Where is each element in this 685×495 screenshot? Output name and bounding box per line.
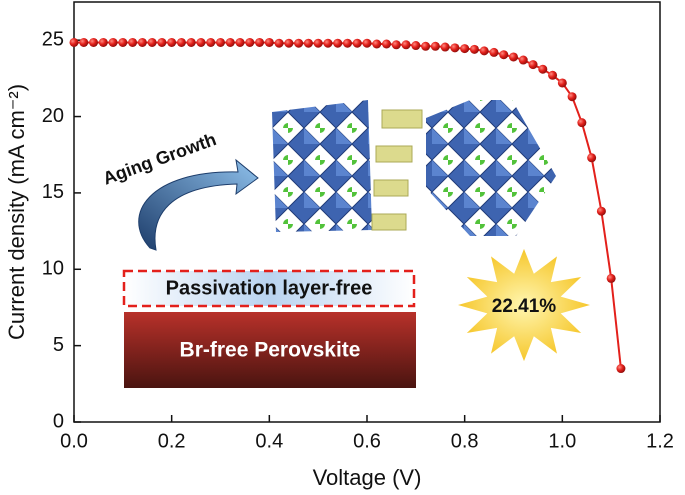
data-point (460, 44, 470, 54)
data-point (294, 38, 304, 48)
data-point (128, 37, 138, 47)
data-point (450, 43, 460, 53)
data-point (567, 92, 577, 102)
data-point (69, 37, 79, 47)
base-label: Br-free Perovskite (180, 339, 361, 362)
data-point (469, 44, 479, 54)
data-point (157, 37, 167, 47)
efficiency-label: 22.41% (492, 296, 557, 317)
perovskite-slab (272, 100, 372, 232)
perovskite-slab (426, 100, 556, 236)
data-point (538, 64, 548, 74)
y-axis-label: Current density (mA cm⁻²) (4, 84, 29, 340)
y-tick-label: 20 (42, 105, 64, 127)
data-point (89, 37, 99, 47)
y-tick-label: 15 (42, 181, 64, 203)
data-point (518, 55, 528, 65)
data-point (606, 273, 616, 283)
data-point (118, 37, 128, 47)
data-point (98, 37, 108, 47)
data-point (430, 41, 440, 51)
data-point (255, 37, 265, 47)
data-point (577, 118, 587, 128)
y-tick-label: 5 (53, 334, 64, 356)
aging-arrow (138, 158, 259, 251)
data-point (323, 38, 333, 48)
data-point (176, 37, 186, 47)
passivation-blocks (371, 109, 423, 231)
x-axis-label: Voltage (V) (313, 465, 422, 490)
data-point (274, 38, 284, 48)
data-point (108, 37, 118, 47)
layer-label: Passivation layer-free (166, 277, 373, 299)
data-point (499, 50, 509, 60)
x-tick-label: 0.0 (60, 430, 88, 452)
y-tick-label: 0 (53, 410, 64, 432)
perovskite-box (124, 312, 416, 388)
data-point (421, 41, 431, 51)
data-point (362, 38, 372, 48)
data-point (342, 38, 352, 48)
data-point (186, 37, 196, 47)
data-point (411, 41, 421, 51)
data-point (528, 60, 538, 70)
starburst (458, 248, 590, 362)
data-point (548, 70, 558, 80)
data-point (147, 37, 157, 47)
data-point (79, 37, 89, 47)
data-point (596, 206, 606, 216)
x-tick-label: 0.6 (353, 430, 381, 452)
data-point (284, 38, 294, 48)
data-point (235, 37, 245, 47)
data-point (313, 38, 323, 48)
data-point (401, 40, 411, 50)
passivation-box (122, 269, 416, 308)
x-tick-label: 0.4 (255, 430, 283, 452)
x-tick-label: 0.2 (158, 430, 186, 452)
data-point (167, 37, 177, 47)
y-tick-label: 25 (42, 28, 64, 50)
data-point (196, 37, 206, 47)
data-point (479, 46, 489, 56)
x-tick-label: 1.2 (646, 430, 674, 452)
data-point (587, 153, 597, 163)
data-point (216, 37, 225, 47)
data-point (206, 37, 216, 47)
x-tick-label: 1.0 (548, 430, 576, 452)
data-point (225, 37, 235, 47)
data-point (372, 39, 382, 49)
data-point (616, 364, 626, 374)
data-point (557, 78, 567, 88)
data-point (489, 47, 499, 57)
data-point (264, 37, 274, 47)
x-tick-label: 0.8 (451, 430, 479, 452)
data-point (137, 37, 147, 47)
data-point (391, 40, 401, 50)
data-point (352, 38, 362, 48)
data-point (303, 38, 313, 48)
data-point (382, 39, 392, 49)
y-tick-label: 10 (42, 258, 64, 280)
data-point (333, 38, 343, 48)
data-point (509, 52, 518, 62)
data-point (245, 37, 255, 47)
crystal-structure (272, 100, 556, 236)
data-point (440, 42, 450, 52)
